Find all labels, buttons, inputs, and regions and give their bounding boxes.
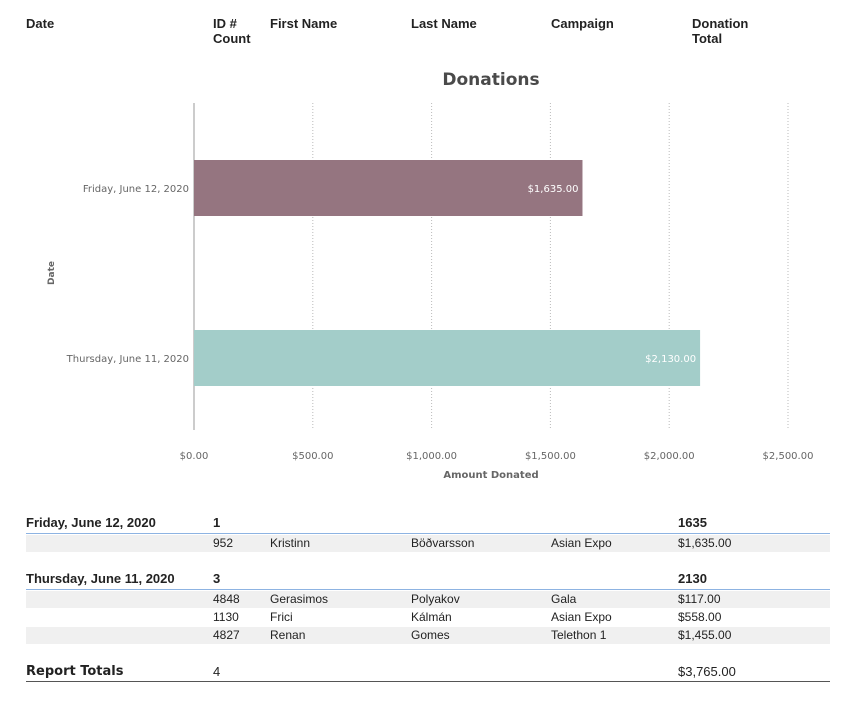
cell-amount: $1,635.00 <box>678 536 732 550</box>
cell-last: Kálmán <box>411 610 452 624</box>
cell-first: Kristinn <box>270 536 311 550</box>
cell-campaign: Gala <box>551 592 577 606</box>
header-last-name: Last Name <box>411 16 477 31</box>
y-tick-label: Friday, June 12, 2020 <box>83 184 189 195</box>
cell-id: 4827 <box>213 628 240 642</box>
group-count: 1 <box>213 515 221 530</box>
cell-first: Gerasimos <box>270 592 329 606</box>
cell-first: Renan <box>270 628 306 642</box>
group-date: Friday, June 12, 2020 <box>26 515 156 530</box>
header-campaign: Campaign <box>551 16 614 31</box>
group-date: Thursday, June 11, 2020 <box>26 571 175 586</box>
cell-id: 1130 <box>213 610 239 624</box>
group-count: 3 <box>213 571 221 586</box>
report-totals-label: Report Totals <box>26 664 124 679</box>
cell-amount: $117.00 <box>678 592 721 606</box>
bar-data-label: $2,130.00 <box>645 354 696 365</box>
table-row: 1130 Frici Kálmán Asian Expo $558.00 <box>26 609 830 626</box>
group-divider <box>26 589 830 590</box>
x-tick-label: $500.00 <box>292 451 333 462</box>
y-axis-title: Date <box>47 261 57 285</box>
x-tick-label: $0.00 <box>180 451 209 462</box>
table-row: 4827 Renan Gomes Telethon 1 $1,455.00 <box>26 627 830 644</box>
header-donation-total: Donation Total <box>692 16 749 46</box>
totals-underline <box>26 681 830 682</box>
bar-data-label: $1,635.00 <box>528 184 579 195</box>
cell-last: Polyakov <box>411 592 460 606</box>
cell-campaign: Asian Expo <box>551 610 612 624</box>
x-tick-label: $2,500.00 <box>763 451 814 462</box>
cell-last: Böðvarsson <box>411 536 475 550</box>
table-row: 4848 Gerasimos Polyakov Gala $117.00 <box>26 591 830 608</box>
bar <box>194 160 583 216</box>
header-date: Date <box>26 16 55 31</box>
cell-campaign: Telethon 1 <box>551 628 607 642</box>
group-total: 2130 <box>678 571 707 586</box>
x-tick-label: $2,000.00 <box>644 451 695 462</box>
chart-title: Donations <box>442 70 540 90</box>
report-totals-amount: $3,765.00 <box>678 664 736 679</box>
donations-chart: $1,635.00 Friday, June 12, 2020 $2,130.00 T… <box>47 103 814 481</box>
header-id-count: ID # Count <box>213 16 251 46</box>
cell-campaign: Asian Expo <box>551 536 612 550</box>
table-row: 952 Kristinn Böðvarsson Asian Expo $1,635.00 <box>26 535 830 552</box>
cell-last: Gomes <box>411 628 450 642</box>
x-tick-label: $1,000.00 <box>406 451 457 462</box>
cell-amount: $1,455.00 <box>678 628 732 642</box>
group-divider <box>26 533 830 534</box>
group-total: 1635 <box>678 515 707 530</box>
report-totals-count: 4 <box>213 664 221 679</box>
y-tick-label: Thursday, June 11, 2020 <box>66 354 189 365</box>
cell-amount: $558.00 <box>678 610 722 624</box>
x-axis-title: Amount Donated <box>443 470 538 481</box>
x-tick-label: $1,500.00 <box>525 451 576 462</box>
cell-id: 4848 <box>213 592 240 606</box>
cell-first: Frici <box>270 610 293 624</box>
header-first-name: First Name <box>270 16 338 31</box>
cell-id: 952 <box>213 536 234 550</box>
bar <box>194 330 701 386</box>
